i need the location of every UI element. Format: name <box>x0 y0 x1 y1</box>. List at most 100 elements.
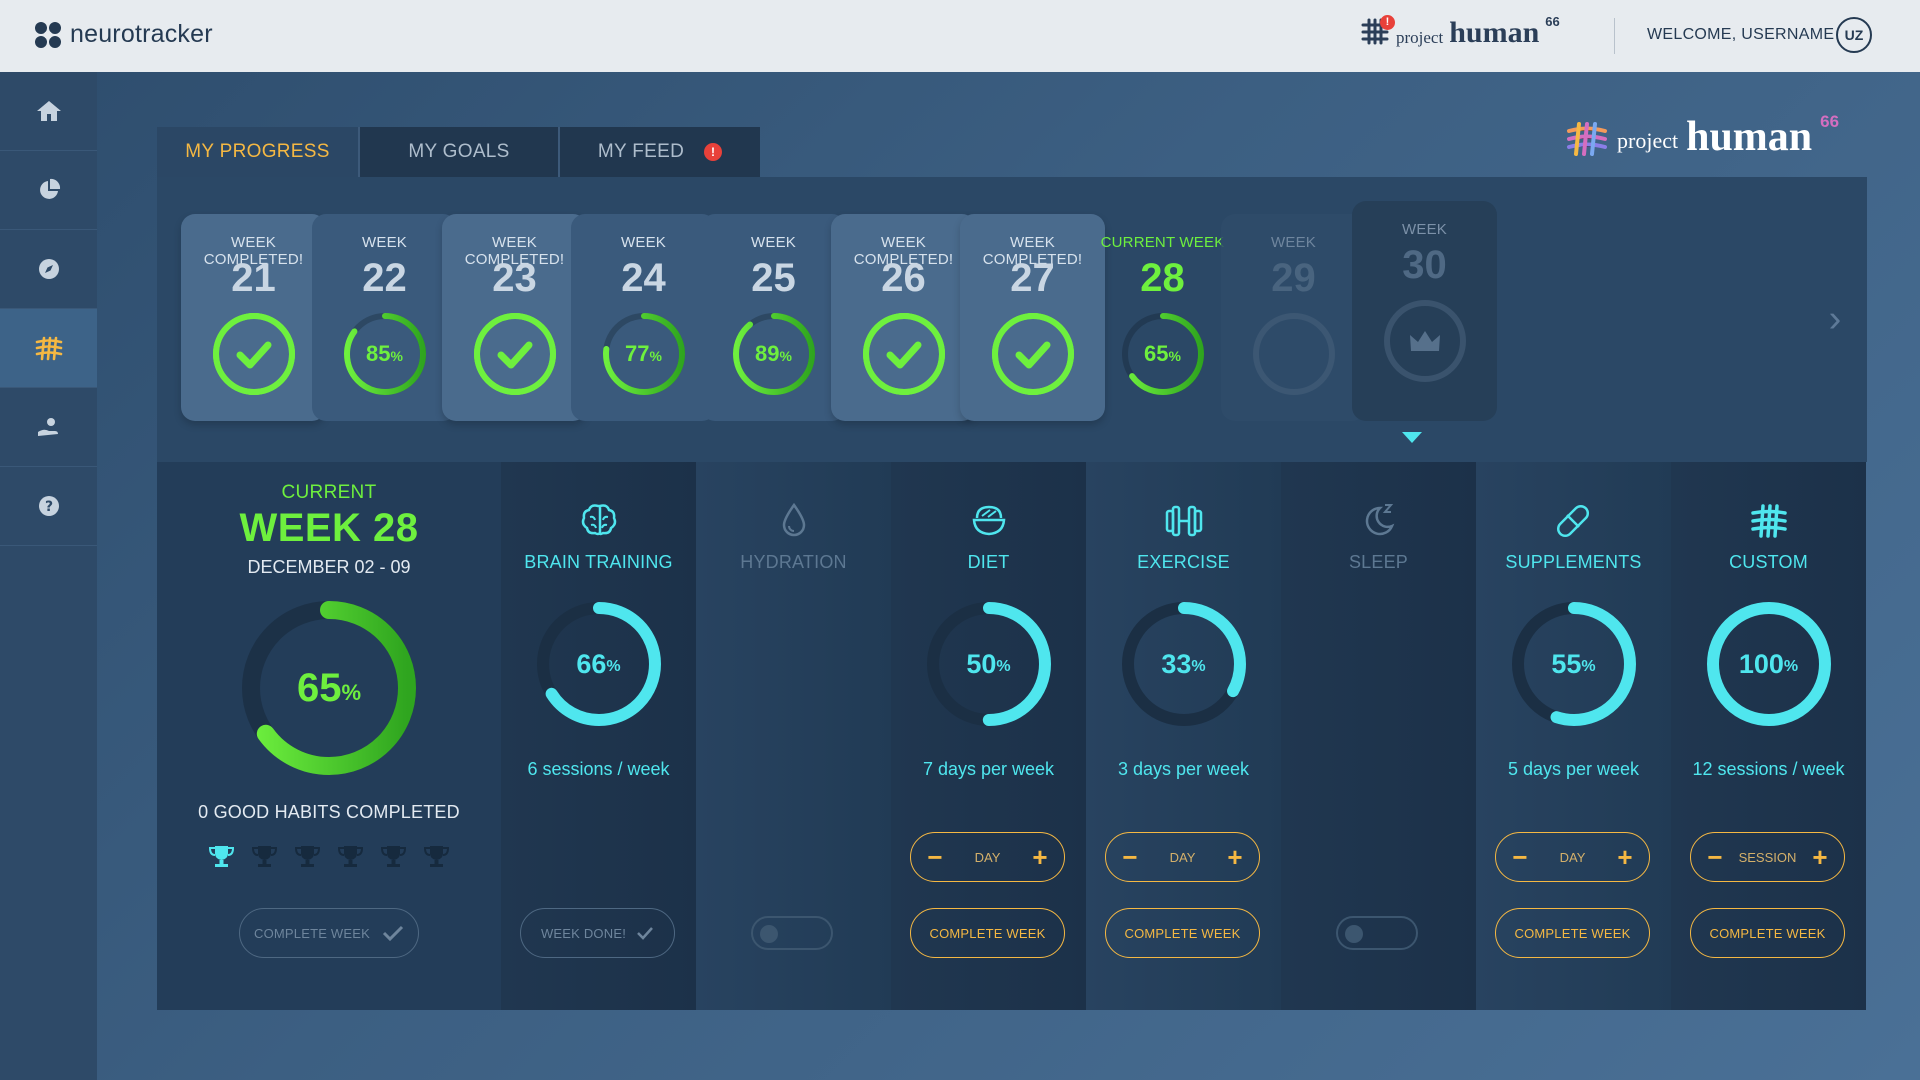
ring-track <box>1252 313 1335 395</box>
category-percent: 55% <box>1509 599 1639 729</box>
week-progress-ring: 85% <box>341 310 429 398</box>
brain-icon <box>581 504 616 536</box>
avatar[interactable]: UZ <box>1836 17 1872 53</box>
increment-button[interactable]: + <box>1812 842 1828 872</box>
decrement-button[interactable]: − <box>1707 842 1723 872</box>
increment-button[interactable]: + <box>1032 842 1048 872</box>
trophy-icon <box>294 846 321 867</box>
trophy-icon <box>423 846 450 867</box>
decrement-button[interactable]: − <box>1122 842 1138 872</box>
ring-progress <box>1511 602 1636 726</box>
week-percent-value: 89 <box>755 341 780 366</box>
week-percent-value: 65 <box>1144 341 1169 366</box>
week-label: CURRENT WEEK <box>1100 234 1225 251</box>
ring-track <box>1383 300 1466 382</box>
category-complete-button[interactable]: COMPLETE WEEK <box>1495 908 1650 958</box>
week-card-23[interactable]: WEEK COMPLETED! 23 <box>442 214 587 421</box>
complete-week-button[interactable]: COMPLETE WEEK <box>239 908 419 958</box>
sidebar-item-help[interactable]: ? <box>0 467 97 546</box>
week-card-29[interactable]: WEEK 29 <box>1221 214 1366 421</box>
category-complete-button[interactable]: COMPLETE WEEK <box>1105 908 1260 958</box>
sidebar-item-care[interactable] <box>0 388 97 467</box>
category-percent-unit: % <box>1191 658 1206 675</box>
button-label: WEEK DONE! <box>540 925 627 941</box>
category-supplements: SUPPLEMENTS 55% 5 days per week − DAY + COMPLE… <box>1476 462 1671 1010</box>
summary-progress-ring: 65% <box>239 598 419 778</box>
week-percent-value: 85 <box>366 341 391 366</box>
category-complete-button[interactable]: WEEK DONE! <box>520 908 675 958</box>
week-progress-ring <box>210 310 298 398</box>
week-label: WEEK <box>1271 234 1316 251</box>
progress-panel: CURRENT WEEK 28 DECEMBER 02 - 09 65% 0 G… <box>157 462 1867 1010</box>
summary-percent-value: 65 <box>296 665 342 710</box>
button-label: COMPLETE WEEK <box>929 925 1046 941</box>
sidebar-item-stats[interactable] <box>0 151 97 230</box>
category-progress-ring: 50% <box>924 599 1054 729</box>
sidebar-item-project-human[interactable] <box>0 309 97 388</box>
week-percent-value: 77 <box>625 341 650 366</box>
decrement-button[interactable]: − <box>927 842 943 872</box>
tab-label: MY PROGRESS <box>185 141 330 162</box>
next-week-arrow[interactable]: › <box>1828 298 1842 340</box>
tab-my-goals[interactable]: MY GOALS <box>360 127 560 177</box>
week-label: WEEK <box>751 234 796 251</box>
tab-my-progress[interactable]: MY PROGRESS <box>157 127 360 177</box>
week-number: 28 <box>1140 256 1185 300</box>
hand-care-icon <box>37 418 58 436</box>
week-number: 24 <box>621 256 666 300</box>
increment-button[interactable]: + <box>1227 842 1243 872</box>
category-progress-ring: 100% <box>1704 599 1834 729</box>
week-card-24[interactable]: WEEK 24 77% <box>571 214 716 421</box>
week-number: 30 <box>1402 243 1447 287</box>
check-icon <box>886 341 921 369</box>
week-card-25[interactable]: WEEK 25 89% <box>701 214 846 421</box>
decrement-button[interactable]: − <box>1512 842 1528 872</box>
brand-name: neurotracker <box>70 20 213 48</box>
category-icon-wrap <box>891 496 1086 546</box>
project-human-logo-top: ! project human 66 <box>1360 13 1560 50</box>
category-toggle[interactable] <box>1336 916 1418 950</box>
week-card-22[interactable]: WEEK 22 85% <box>312 214 457 421</box>
week-number: 22 <box>362 256 407 300</box>
week-progress-ring <box>1250 310 1338 398</box>
notification-badge[interactable]: ! <box>1380 14 1395 30</box>
button-label: COMPLETE WEEK <box>1514 925 1631 941</box>
category-icon-wrap <box>1476 496 1671 546</box>
week-card-27[interactable]: WEEK COMPLETED! 27 <box>960 214 1105 421</box>
week-card-21[interactable]: WEEK COMPLETED! 21 <box>181 214 326 421</box>
category-complete-button[interactable]: COMPLETE WEEK <box>1690 908 1845 958</box>
week-card-26[interactable]: WEEK COMPLETED! 26 <box>831 214 976 421</box>
brand-name-large: human <box>1686 114 1813 160</box>
category-exercise: EXERCISE 33% 3 days per week − DAY + COMPLETE … <box>1086 462 1281 1010</box>
ring-progress <box>602 313 685 395</box>
week-card-28[interactable]: CURRENT WEEK 28 65% <box>1090 214 1235 421</box>
ring-progress <box>343 313 426 395</box>
category-toggle[interactable] <box>751 916 833 950</box>
ring-progress <box>732 313 815 395</box>
category-complete-button[interactable]: COMPLETE WEEK <box>910 908 1065 958</box>
tab-my-feed[interactable]: MY FEED! <box>560 127 760 177</box>
partner-sup: 66 <box>1545 13 1560 29</box>
category-icon-wrap <box>1281 496 1476 546</box>
category-percent-value: 66 <box>576 648 607 679</box>
increment-button[interactable]: + <box>1617 842 1633 872</box>
week-number: 26 <box>881 256 926 300</box>
sidebar-item-explore[interactable] <box>0 230 97 309</box>
week-percent: 65% <box>1119 310 1207 398</box>
trophy-icon <box>337 846 364 867</box>
week-card-30[interactable]: WEEK 30 <box>1352 201 1497 421</box>
dumbbell-icon <box>1165 505 1202 537</box>
category-stepper: − DAY + <box>1105 832 1260 882</box>
crown-icon <box>1409 331 1440 351</box>
week-percent: 85% <box>341 310 429 398</box>
neurotracker-logo[interactable]: neurotracker <box>34 20 213 49</box>
category-sleep: SLEEP <box>1281 462 1476 1010</box>
week-progress-ring: 77% <box>600 310 688 398</box>
category-progress-ring: 55% <box>1509 599 1639 729</box>
week-label: WEEK <box>362 234 407 251</box>
ring-progress <box>1121 313 1204 395</box>
week-label: WEEK COMPLETED! <box>982 234 1083 268</box>
sidebar-item-home[interactable] <box>0 72 97 151</box>
category-custom: CUSTOM 100% 12 sessions / week − SESSION + COM… <box>1671 462 1866 1010</box>
